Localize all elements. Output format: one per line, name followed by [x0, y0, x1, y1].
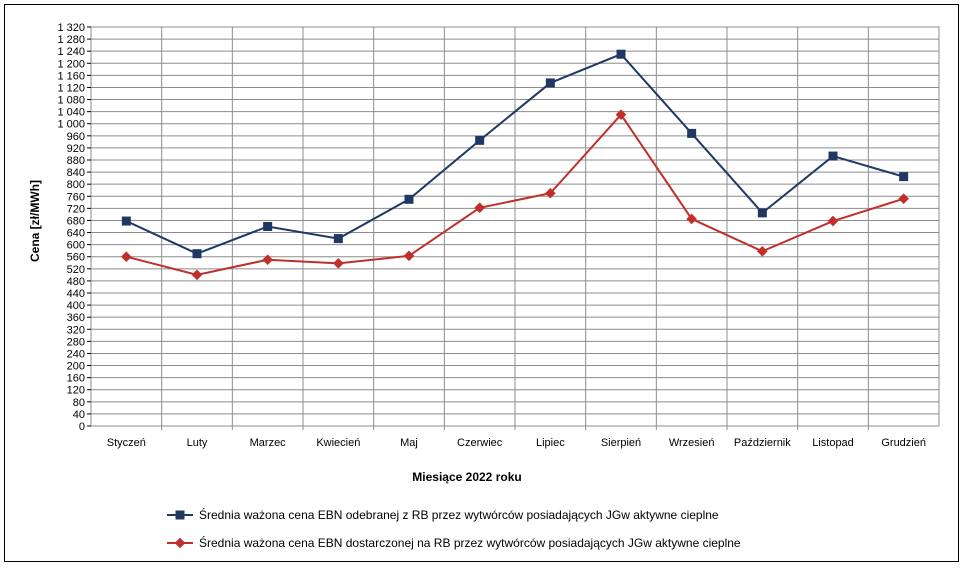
y-tick-label: 360 [67, 312, 85, 324]
x-tick-label: Styczeń [107, 437, 146, 449]
y-tick-label: 560 [67, 252, 85, 264]
y-tick-label: 1 120 [57, 82, 85, 94]
data-point-diamond [403, 250, 415, 262]
y-tick-label: 80 [73, 397, 85, 409]
data-point-diamond [615, 109, 627, 120]
data-point-diamond [474, 202, 485, 214]
data-point-square [475, 135, 485, 145]
y-tick-label: 1 000 [57, 119, 85, 131]
data-point-diamond [827, 215, 839, 227]
x-tick-label: Luty [187, 437, 208, 449]
y-tick-label: 1 160 [57, 70, 85, 82]
data-point-square [121, 216, 131, 226]
series-2 [121, 109, 909, 281]
x-tick-label: Marzec [250, 437, 287, 449]
data-point-square [404, 194, 414, 204]
data-point-diamond [174, 537, 186, 549]
y-tick-label: 840 [67, 167, 85, 179]
legend-label: Średnia ważona cena EBN odebranej z RB p… [199, 507, 719, 522]
y-tick-label: 120 [67, 385, 85, 397]
data-point-square [175, 510, 185, 520]
legend: Średnia ważona cena EBN odebranej z RB p… [167, 507, 741, 550]
data-point-diamond [545, 187, 556, 199]
y-tick-label: 600 [67, 240, 85, 252]
y-tick-label: 880 [67, 155, 85, 167]
x-tick-label: Czerwiec [457, 437, 503, 449]
x-tick-label: Październik [734, 437, 791, 449]
line-chart: 0408012016020024028032036040044048052056… [28, 22, 940, 550]
legend-item-2: Średnia ważona cena EBN dostarczonej na … [167, 535, 741, 550]
data-point-square [545, 78, 555, 88]
x-tick-label: Lipiec [536, 437, 565, 449]
data-point-square [899, 172, 909, 182]
data-point-diamond [333, 258, 344, 269]
y-tick-label: 200 [67, 361, 85, 373]
data-point-square [757, 208, 767, 218]
data-point-square [333, 234, 343, 244]
series-line [125, 53, 904, 255]
legend-label: Średnia ważona cena EBN dostarczonej na … [199, 535, 741, 550]
y-axis-ticks: 0408012016020024028032036040044048052056… [57, 22, 91, 433]
series-1 [121, 49, 909, 259]
y-tick-label: 40 [73, 409, 85, 421]
x-tick-label: Maj [400, 437, 418, 449]
series-line [126, 113, 904, 276]
y-tick-label: 720 [67, 203, 85, 215]
y-axis-title: Cena [zł/MWh] [28, 180, 42, 262]
data-point-square [828, 151, 838, 161]
y-tick-label: 640 [67, 228, 85, 240]
x-tick-label: Listopad [812, 437, 854, 449]
y-tick-label: 440 [67, 288, 85, 300]
y-tick-label: 520 [67, 264, 85, 276]
y-tick-label: 240 [67, 348, 85, 360]
data-point-diamond [191, 269, 203, 281]
y-tick-label: 1 320 [57, 22, 85, 34]
y-tick-label: 1 200 [57, 58, 85, 70]
y-tick-label: 800 [67, 179, 85, 191]
y-tick-label: 1 040 [57, 107, 85, 119]
y-tick-label: 1 280 [57, 34, 85, 46]
x-tick-label: Kwiecień [316, 437, 360, 449]
y-tick-label: 0 [79, 421, 85, 433]
data-point-square [687, 128, 697, 138]
data-point-diamond [686, 213, 697, 225]
plot-border [90, 26, 940, 427]
data-point-diamond [898, 193, 909, 204]
x-tick-label: Wrzesień [669, 437, 715, 449]
series-layer [121, 49, 909, 281]
y-tick-label: 960 [67, 131, 85, 143]
y-tick-label: 160 [67, 373, 85, 385]
y-tick-label: 480 [67, 276, 85, 288]
y-tick-label: 1 080 [57, 95, 85, 107]
y-tick-label: 680 [67, 215, 85, 227]
y-tick-label: 320 [67, 324, 85, 336]
chart-frame: 0 40 80 120 160 200 240 280 320 360 400 440 480 520 56… [4, 4, 959, 562]
y-tick-label: 920 [67, 143, 85, 155]
x-tick-label: Grudzień [881, 437, 926, 449]
data-point-square [263, 222, 273, 231]
data-point-diamond [757, 245, 768, 257]
x-tick-label: Sierpień [601, 437, 641, 449]
x-axis-ticks: Styczeń Luty Marzec Kwiecień Maj Czerwiec Lipi… [107, 437, 926, 449]
grid-layer [90, 26, 940, 430]
data-point-square [616, 49, 626, 59]
data-point-square [192, 249, 202, 259]
y-tick-label: 760 [67, 191, 85, 203]
data-point-diamond [121, 251, 132, 263]
data-point-diamond [262, 254, 273, 266]
legend-item-1: Średnia ważona cena EBN odebranej z RB p… [167, 507, 719, 522]
y-tick-label: 400 [67, 300, 85, 312]
y-tick-label: 280 [67, 336, 85, 348]
y-tick-label: 1 240 [57, 46, 85, 58]
x-axis-title: Miesiące 2022 roku [412, 470, 521, 484]
